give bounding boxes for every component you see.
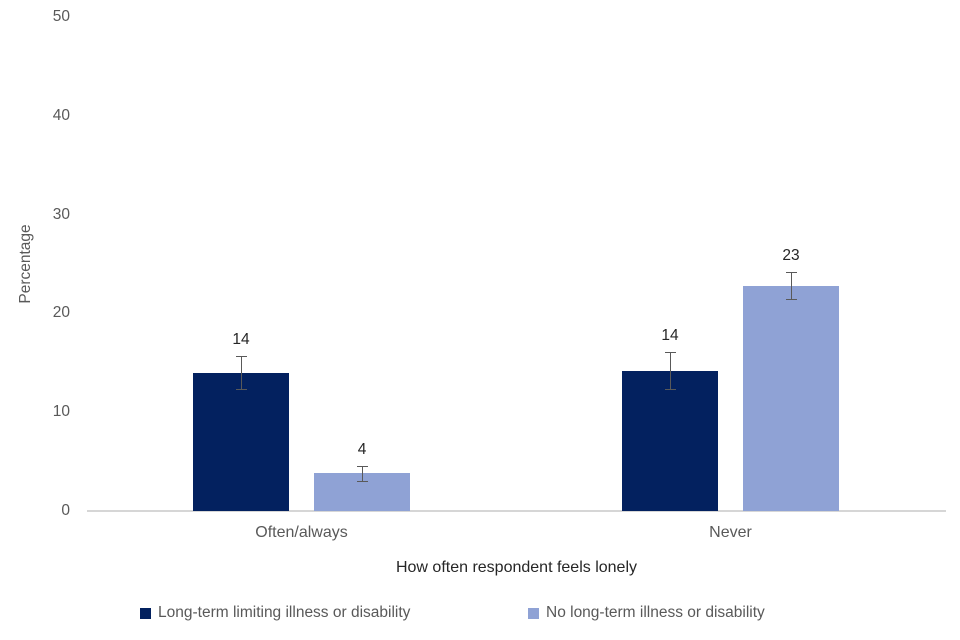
error-bar-cap — [235, 355, 247, 357]
legend-label: Long-term limiting illness or disability — [158, 604, 411, 621]
x-axis-title: How often respondent feels lonely — [395, 559, 638, 576]
error-bar-cap — [235, 389, 247, 391]
legend-item-series-2: No long-term illness or disability — [528, 603, 765, 623]
bar-value-label: 4 — [357, 441, 367, 459]
y-tick-label: 10 — [52, 403, 70, 421]
error-bar — [670, 351, 671, 390]
bar-value-label: 14 — [232, 330, 250, 348]
y-tick-label: 0 — [61, 502, 70, 519]
y-tick-label: 50 — [52, 8, 70, 25]
error-bar-cap — [785, 272, 797, 274]
y-tick-label: 30 — [52, 205, 70, 223]
error-bar — [241, 355, 242, 390]
x-category-label: Often/always — [255, 524, 348, 541]
legend-swatch-dark-blue — [140, 607, 151, 619]
error-bar-cap — [785, 299, 797, 301]
y-tick-label: 40 — [52, 106, 70, 124]
legend-item-series-1: Long-term limiting illness or disability — [140, 603, 410, 623]
bar — [743, 285, 839, 511]
error-bar-cap — [356, 480, 368, 482]
bar-value-label: 23 — [782, 247, 800, 265]
x-axis-line — [87, 510, 946, 512]
legend-swatch-light-blue — [528, 607, 539, 619]
error-bar-cap — [664, 389, 676, 391]
error-bar-cap — [356, 466, 368, 468]
legend-label: No long-term illness or disability — [546, 604, 765, 621]
error-bar — [362, 466, 363, 481]
x-category-label: Never — [709, 524, 752, 541]
bar — [622, 370, 718, 511]
y-tick-label: 20 — [52, 304, 70, 322]
bar-value-label: 14 — [661, 326, 679, 344]
error-bar — [791, 272, 792, 300]
bar — [193, 372, 289, 511]
error-bar-cap — [664, 351, 676, 353]
